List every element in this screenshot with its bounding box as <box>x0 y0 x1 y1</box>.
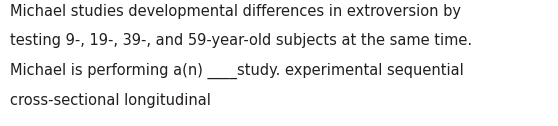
Text: Michael is performing a(n) ____study. experimental sequential: Michael is performing a(n) ____study. ex… <box>10 63 464 79</box>
Text: Michael studies developmental differences in extroversion by: Michael studies developmental difference… <box>10 4 461 19</box>
Text: cross-sectional longitudinal: cross-sectional longitudinal <box>10 93 211 108</box>
Text: testing 9-, 19-, 39-, and 59-year-old subjects at the same time.: testing 9-, 19-, 39-, and 59-year-old su… <box>10 33 472 48</box>
